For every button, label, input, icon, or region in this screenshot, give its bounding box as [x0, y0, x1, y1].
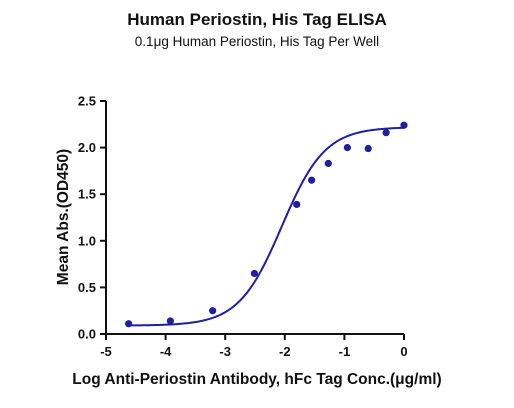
data-point	[209, 307, 217, 315]
data-point	[382, 129, 390, 137]
x-tick-label: 0	[400, 344, 407, 359]
x-axis-label: Log Anti-Periostin Antibody, hFc Tag Con…	[72, 371, 442, 388]
fit-curve	[128, 126, 405, 327]
y-tick-label: 0.5	[78, 280, 96, 295]
data-point	[324, 159, 332, 168]
x-tick-label: -1	[339, 344, 351, 359]
data-point	[250, 269, 259, 278]
data-point	[400, 121, 408, 129]
data-point	[308, 176, 316, 184]
y-tick-label: 2.5	[78, 94, 96, 109]
chart-subtitle: 0.1μg Human Periostin, His Tag Per Well	[134, 34, 380, 49]
chart-title: Human Periostin, His Tag ELISA	[127, 10, 387, 29]
y-tick-label: 2.0	[78, 140, 96, 155]
x-tick-label: -2	[279, 344, 291, 359]
x-tick-label: -4	[160, 344, 172, 359]
y-tick-label: 0.0	[78, 327, 96, 342]
data-point	[343, 144, 351, 152]
y-tick-label: 1.5	[78, 187, 96, 202]
data-point	[364, 144, 372, 153]
y-tick-label: 1.0	[78, 233, 96, 248]
data-point	[166, 317, 174, 325]
data-point	[125, 320, 133, 328]
data-point	[293, 200, 301, 209]
x-tick-label: -3	[219, 344, 231, 359]
x-tick-label: -5	[100, 344, 112, 359]
